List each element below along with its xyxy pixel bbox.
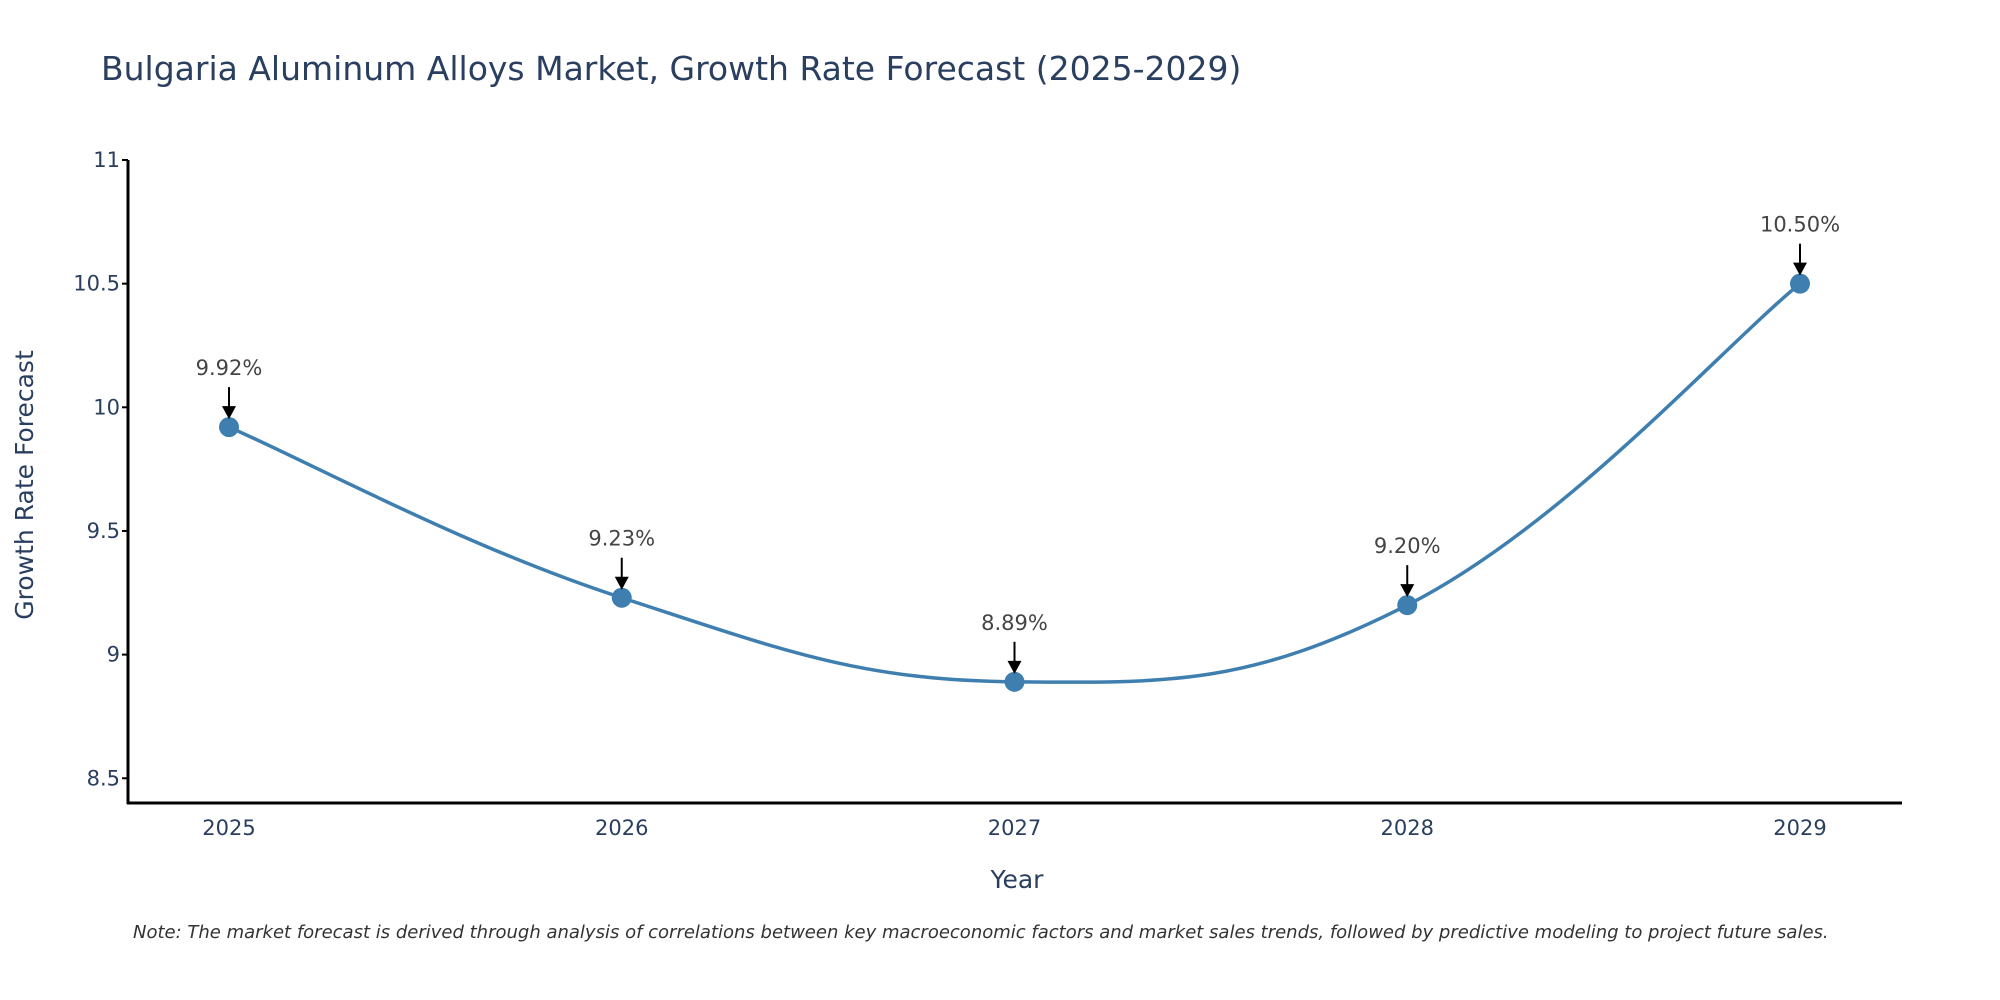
data-label: 10.50%	[1760, 213, 1840, 237]
data-point	[219, 417, 239, 438]
x-axis-title: Year	[990, 865, 1045, 894]
chart-title: Bulgaria Aluminum Alloys Market, Growth …	[101, 49, 1241, 88]
data-point	[1397, 595, 1418, 616]
data-label-annotations: 9.92% 9.23% 8.89% 9.20% 10.50%	[196, 213, 1840, 674]
annotation-arrow-head	[1400, 584, 1415, 598]
x-tick-label: 2026	[595, 816, 648, 840]
data-label: 9.92%	[196, 356, 263, 380]
annotation-arrow-head	[222, 406, 236, 420]
data-label: 8.89%	[981, 611, 1048, 635]
annotation-arrow-head	[614, 576, 629, 590]
y-tick-label: 9	[107, 643, 120, 667]
x-tick-label: 2025	[202, 816, 255, 840]
annotation-arrow-head	[1007, 660, 1022, 674]
y-tick-label: 10	[93, 395, 120, 419]
x-tick-label: 2028	[1381, 816, 1434, 840]
chart-note: Note: The market forecast is derived thr…	[133, 922, 1829, 943]
y-axis-ticks: 8.5 9 9.5 10 10.5 11	[73, 148, 128, 790]
data-label: 9.20%	[1374, 534, 1441, 558]
series-markers	[219, 273, 1810, 692]
y-tick-label: 10.5	[73, 272, 120, 296]
x-axis-ticks: 2025 2026 2027 2028 2029	[202, 816, 1826, 840]
y-tick-label: 11	[93, 148, 120, 172]
data-point	[611, 587, 632, 608]
data-point	[1004, 671, 1025, 692]
y-tick-label: 8.5	[87, 766, 120, 790]
data-label: 9.23%	[588, 527, 655, 551]
x-tick-label: 2027	[988, 816, 1041, 840]
annotation-arrow-head	[1793, 262, 1807, 276]
y-axis-title: Growth Rate Forecast	[10, 350, 39, 620]
data-point	[1790, 273, 1810, 294]
y-tick-label: 9.5	[87, 519, 120, 543]
x-tick-label: 2029	[1773, 816, 1826, 840]
